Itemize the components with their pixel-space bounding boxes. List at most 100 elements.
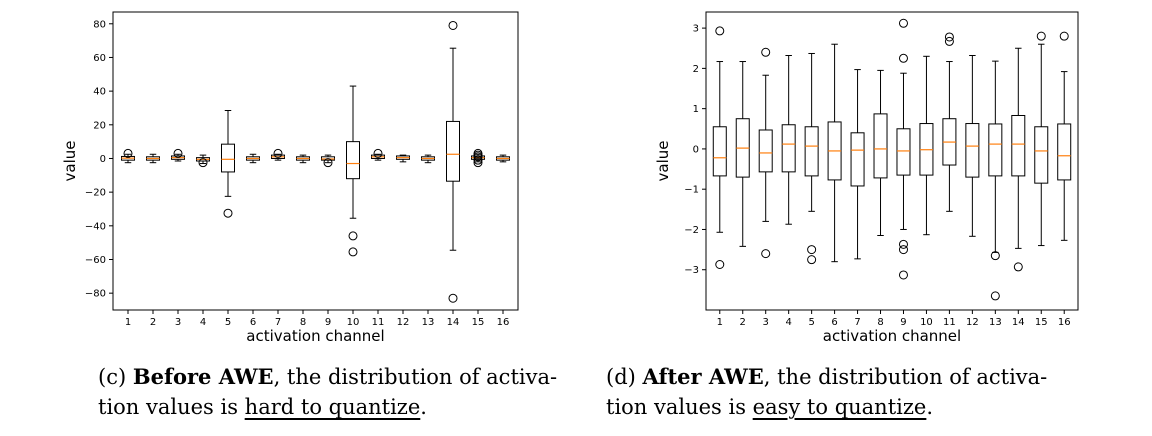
y-tick-label: 0: [693, 144, 699, 155]
x-tick-label: 15: [472, 317, 485, 328]
x-tick-label: 8: [877, 317, 883, 328]
caption-underlined: hard to quantize: [244, 395, 421, 419]
x-tick-label: 16: [1058, 317, 1071, 328]
box-channel-1: [121, 148, 135, 164]
caption-text: tion values is: [98, 395, 245, 419]
x-tick-label: 5: [225, 317, 231, 328]
x-tick-label: 13: [989, 317, 1002, 328]
outlier-point: [761, 47, 771, 57]
x-tick-label: 15: [1035, 317, 1048, 328]
box-channel-5: [804, 52, 819, 265]
outlier-point: [473, 158, 483, 168]
plot-frame: [705, 11, 1079, 311]
box-iqr: [346, 141, 360, 180]
outlier-point: [448, 293, 458, 303]
outlier-point: [715, 26, 725, 36]
y-tick-label: −80: [85, 289, 106, 300]
x-tick-label: 14: [1012, 317, 1025, 328]
outlier-point: [348, 247, 358, 257]
outlier-point: [898, 18, 908, 28]
x-tick-label: 16: [497, 317, 510, 328]
outlier-point: [473, 155, 483, 165]
y-tick-label: 60: [93, 53, 106, 64]
box-channel-8: [296, 154, 310, 164]
y-axis-label: value: [61, 141, 79, 182]
x-tick-label: 6: [831, 317, 837, 328]
outlier-point: [198, 158, 208, 168]
x-tick-label: 14: [447, 317, 460, 328]
outlier-point: [173, 148, 183, 158]
box-channel-14: [1011, 47, 1026, 272]
box-channel-5: [221, 109, 235, 218]
box-channel-2: [735, 61, 750, 247]
y-tick-label: 20: [93, 120, 106, 131]
outlier-point: [1036, 31, 1046, 41]
caption-text: .: [420, 395, 427, 419]
outlier-point: [373, 148, 383, 158]
outlier-point: [1013, 262, 1023, 272]
box-channel-2: [146, 153, 160, 164]
y-tick-label: −60: [85, 255, 106, 266]
box-channel-8: [873, 69, 888, 236]
box-channel-12: [396, 154, 410, 163]
outlier-point: [990, 291, 1000, 301]
caption-text: .: [926, 395, 934, 419]
box-iqr: [446, 120, 460, 182]
outlier-point: [807, 245, 817, 255]
x-tick-label: 11: [372, 317, 385, 328]
box-iqr: [1011, 114, 1026, 177]
x-axis-label: activation channel: [246, 327, 384, 345]
caption-bold: After AWE: [642, 364, 764, 389]
y-tick-label: −3: [684, 265, 699, 276]
box-iqr: [804, 126, 819, 177]
x-tick-label: 1: [717, 317, 723, 328]
x-tick-label: 4: [200, 317, 206, 328]
x-tick-label: 12: [966, 317, 979, 328]
box-channel-9: [896, 18, 911, 280]
box-channel-12: [965, 54, 980, 237]
chart-before-awe: −80 −60 −40 −20 0 20 40 60 80 1 2 3 4 5 6 7 8 9 10 11 12 13 14…: [0, 0, 570, 360]
box-channel-3: [758, 47, 773, 259]
outlier-point: [898, 239, 908, 249]
outlier-point: [898, 53, 908, 63]
outlier-point: [323, 158, 333, 168]
plot-frame: [112, 11, 519, 311]
box-channel-11: [942, 32, 957, 212]
y-tick-label: −40: [85, 221, 106, 232]
x-tick-label: 13: [422, 317, 435, 328]
x-tick-label: 5: [808, 317, 814, 328]
box-channel-13: [421, 154, 435, 164]
outlier-point: [761, 249, 771, 259]
box-iqr: [781, 124, 796, 173]
box-channel-9: [321, 154, 335, 168]
box-channel-16: [496, 154, 510, 163]
caption-text: tion values is: [606, 395, 753, 419]
box-channel-1: [712, 26, 727, 269]
box-channel-15: [1034, 31, 1049, 247]
box-iqr: [712, 126, 727, 177]
x-tick-label: 10: [347, 317, 360, 328]
outlier-point: [348, 231, 358, 241]
chart-after-awe: −3 −2 −1 0 1 2 3 1 2 3 4 5 6 7 8 9 10 11 12 13 14 15 16 activat…: [620, 0, 1152, 360]
y-tick-label: 40: [93, 87, 106, 98]
x-tick-label: 7: [854, 317, 860, 328]
box-iqr: [1034, 126, 1049, 184]
y-tick-label: −2: [684, 225, 699, 236]
outlier-point: [123, 148, 133, 158]
y-tick-label: 1: [693, 104, 699, 115]
caption-text: , the distribution of activa-: [273, 365, 558, 389]
box-channel-6: [827, 43, 842, 263]
caption-label: (d): [606, 365, 643, 389]
caption-before-awe: (c) Before AWE, the distribution of acti…: [98, 362, 568, 422]
x-tick-label: 3: [763, 317, 769, 328]
x-tick-label: 11: [943, 317, 956, 328]
caption-underlined: easy to quantize: [752, 395, 927, 419]
box-channel-15: [471, 148, 485, 168]
outlier-point: [1059, 31, 1069, 41]
outlier-point: [807, 255, 817, 265]
x-tick-label: 2: [740, 317, 746, 328]
box-channel-11: [371, 148, 385, 161]
box-channel-4: [196, 154, 210, 168]
